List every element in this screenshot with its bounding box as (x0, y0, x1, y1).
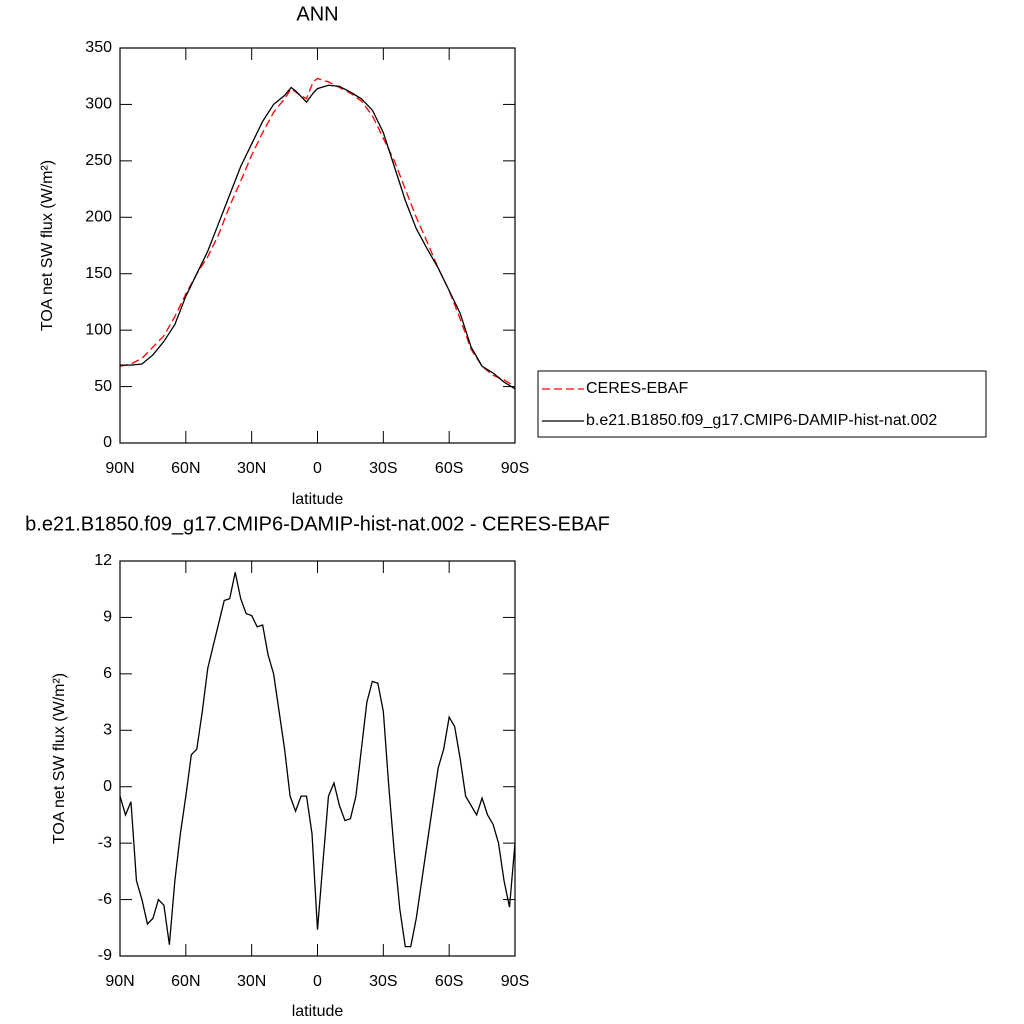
legend-box (537, 370, 987, 438)
data-line (119, 77, 516, 388)
x-tick-label: 60N (171, 973, 200, 990)
x-tick-label: 90S (501, 973, 529, 990)
y-tick-label: 150 (85, 265, 112, 282)
y-tick-label: 100 (85, 321, 112, 338)
legend-label: b.e21.B1850.f09_g17.CMIP6-DAMIP-hist-nat… (586, 412, 937, 429)
plot-frame (119, 560, 516, 957)
legend-label: CERES-EBAF (586, 380, 688, 397)
y-tick-label: 12 (94, 552, 112, 569)
x-tick-label: 30S (369, 973, 397, 990)
y-axis-label: TOA net SW flux (W/m²) (51, 673, 68, 844)
y-tick-label: 300 (85, 96, 112, 113)
chart-title: b.e21.B1850.f09_g17.CMIP6-DAMIP-hist-nat… (25, 513, 610, 535)
x-tick-label: 0 (313, 460, 322, 477)
data-line (119, 572, 516, 948)
y-tick-label: -3 (98, 834, 112, 851)
plot-frame (119, 47, 516, 444)
x-tick-label: 90S (501, 460, 529, 477)
y-tick-label: 0 (103, 778, 112, 795)
y-tick-label: 350 (85, 39, 112, 56)
x-tick-label: 60S (435, 973, 463, 990)
x-tick-label: 60N (171, 460, 200, 477)
x-tick-label: 30N (237, 460, 266, 477)
y-tick-label: 6 (103, 665, 112, 682)
y-tick-label: -6 (98, 891, 112, 908)
y-axis-label: TOA net SW flux (W/m²) (39, 160, 56, 331)
y-tick-label: 9 (103, 609, 112, 626)
y-tick-label: 250 (85, 152, 112, 169)
x-axis-label: latitude (292, 491, 344, 508)
y-tick-label: 50 (94, 378, 112, 395)
y-tick-label: 200 (85, 209, 112, 226)
y-tick-label: 3 (103, 722, 112, 739)
x-tick-label: 0 (313, 973, 322, 990)
x-axis-label: latitude (292, 1003, 344, 1020)
y-tick-label: -9 (98, 947, 112, 964)
x-tick-label: 30S (369, 460, 397, 477)
y-tick-label: 0 (103, 434, 112, 451)
x-tick-label: 60S (435, 460, 463, 477)
x-tick-label: 30N (237, 973, 266, 990)
chart-title: ANN (296, 3, 338, 25)
data-line (120, 84, 516, 390)
x-tick-label: 90N (105, 460, 134, 477)
x-tick-label: 90N (105, 973, 134, 990)
